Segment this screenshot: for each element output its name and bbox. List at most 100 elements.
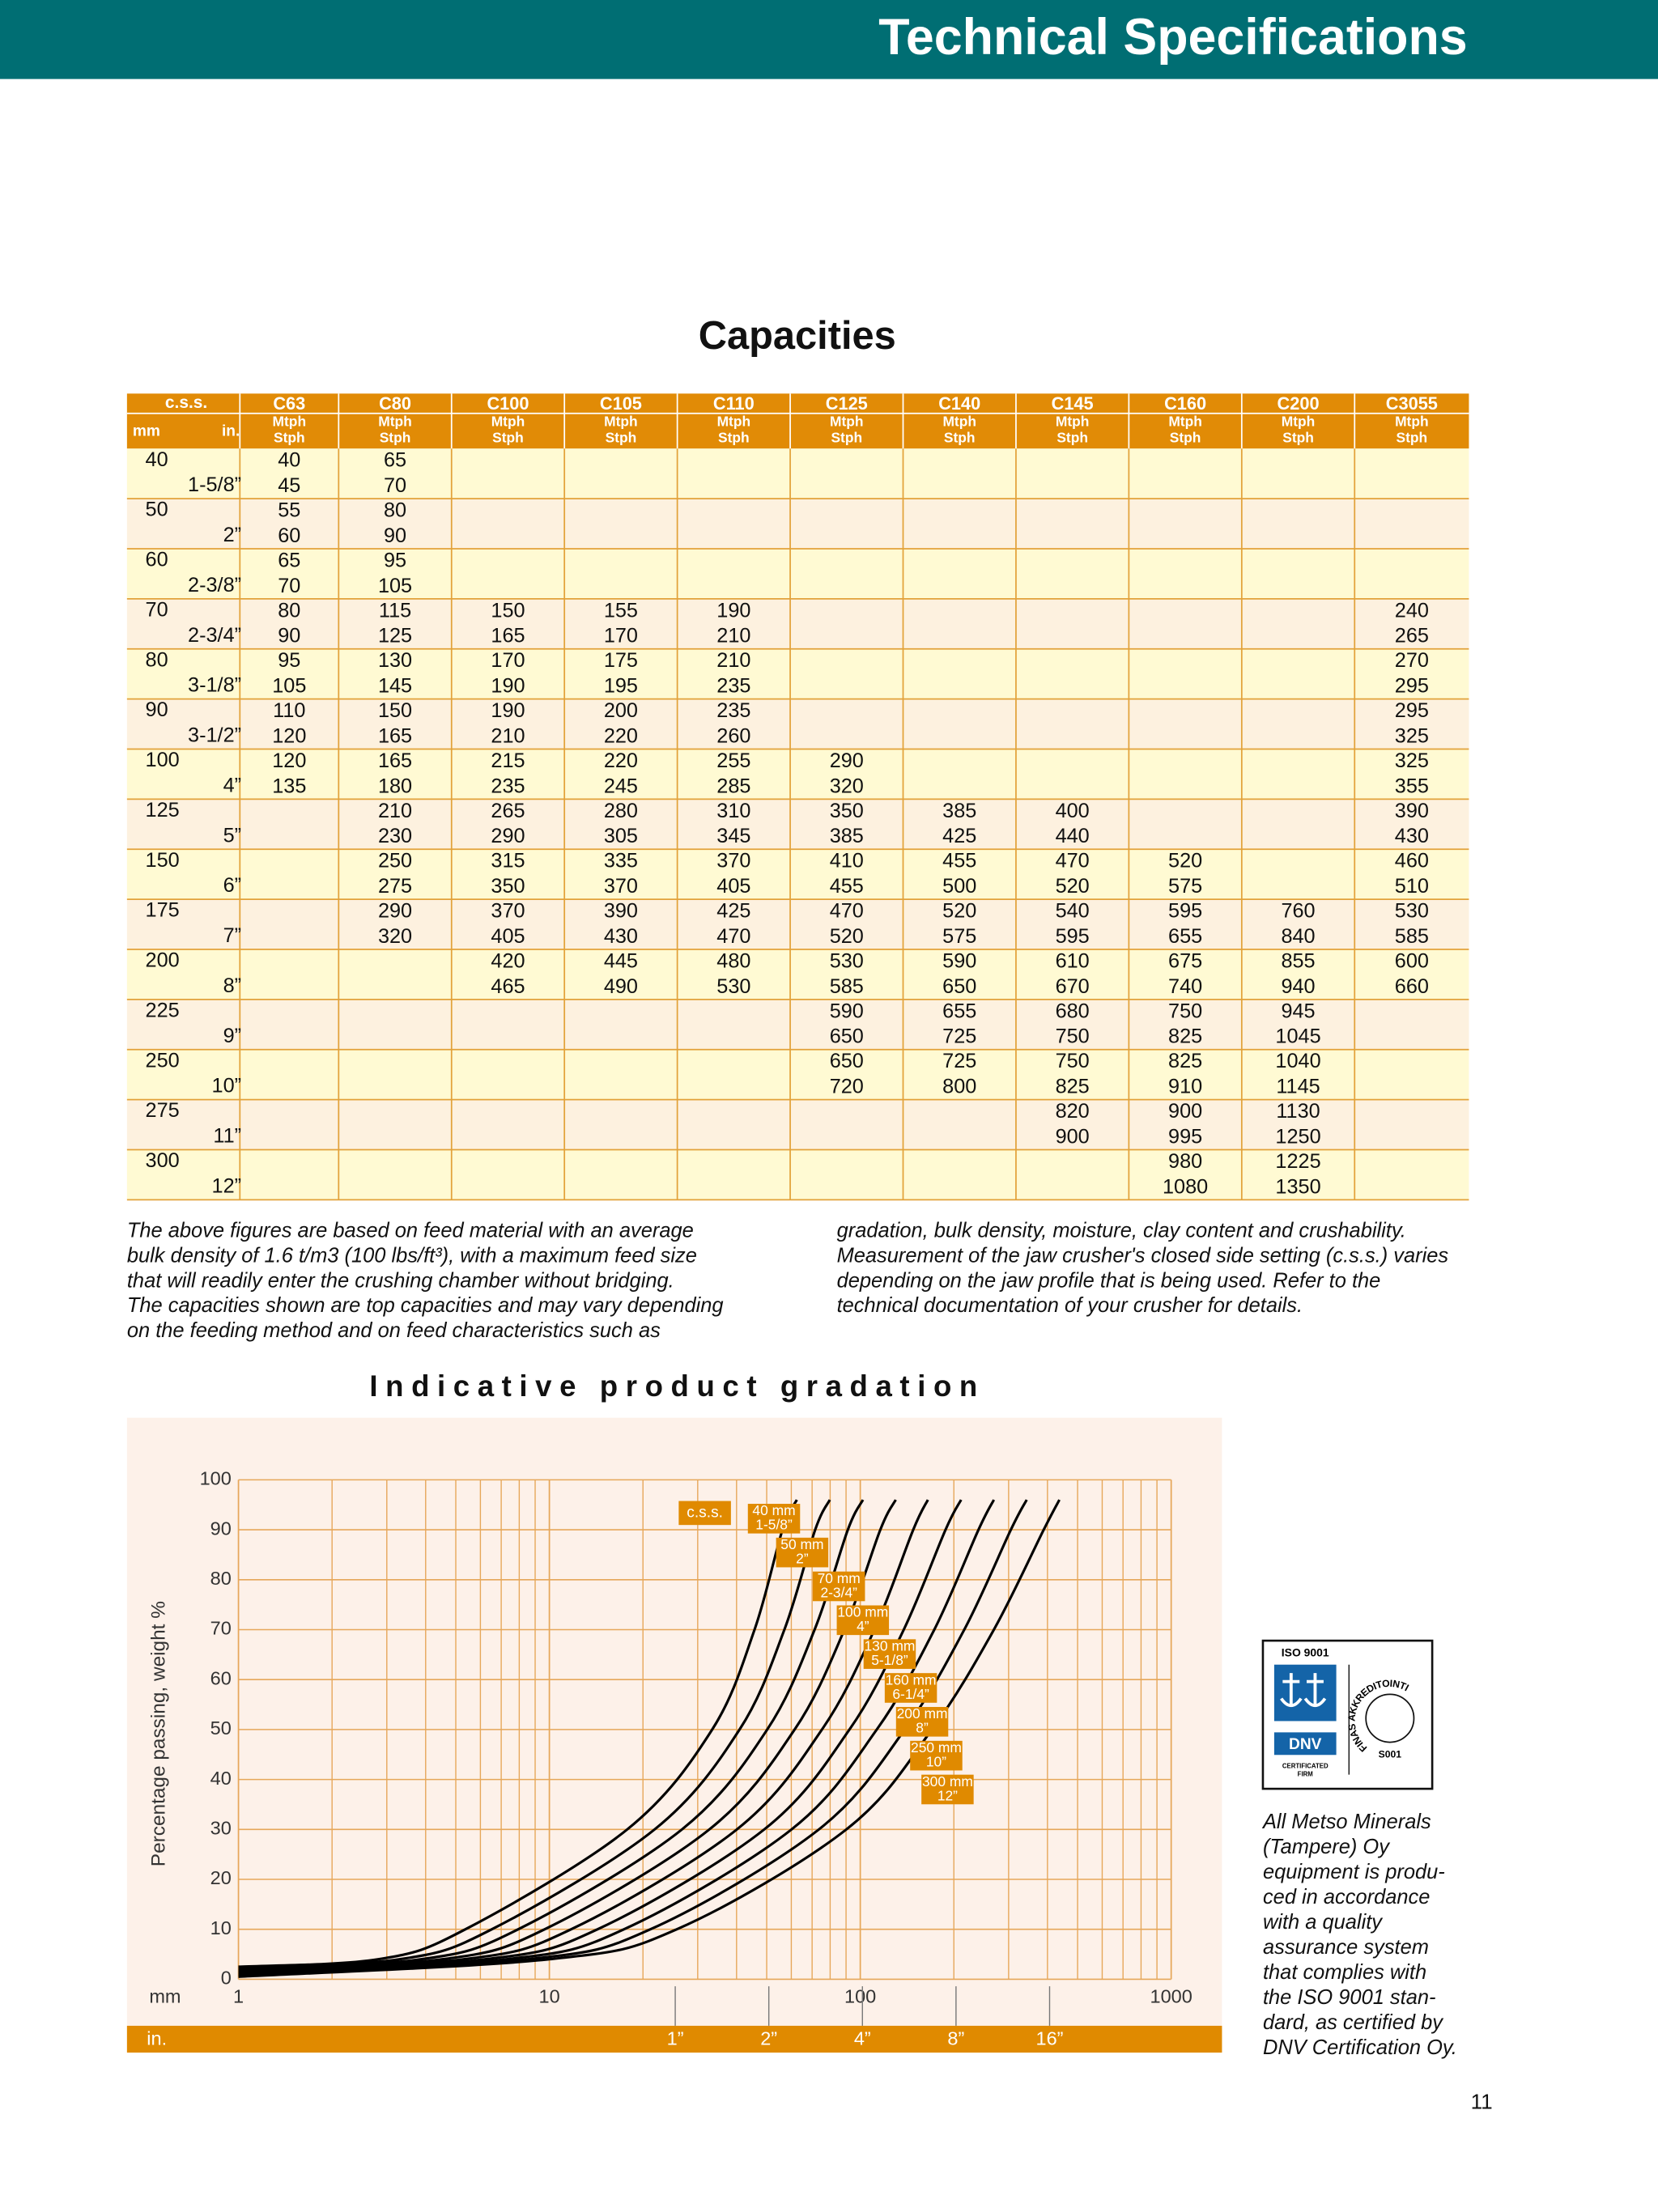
stph-value: 650: [830, 1025, 864, 1048]
stph-value: 70: [278, 575, 300, 597]
model-header: C110: [713, 393, 755, 414]
mtph-value: 530: [1395, 900, 1429, 923]
mtph-value: 390: [604, 900, 638, 923]
stph-value: 470: [716, 925, 750, 948]
stph-value: 295: [1395, 675, 1429, 698]
model-header: C3055: [1386, 393, 1438, 414]
stph-value: 90: [278, 625, 300, 647]
mtph-value: 595: [1168, 900, 1202, 923]
css-in: 10”: [212, 1075, 242, 1098]
mtph-value: 155: [604, 599, 638, 622]
inch-tick-label: 16”: [1035, 2028, 1063, 2049]
stph-value: 510: [1395, 875, 1429, 898]
mtph-value: 95: [278, 649, 300, 672]
stph-value: 430: [604, 925, 638, 948]
stph-value: 325: [1395, 724, 1429, 747]
unit-header: Stph: [492, 430, 524, 446]
mtph-value: 520: [942, 900, 976, 923]
series-sublabel: 6-1/4”: [892, 1686, 929, 1702]
mtph-value: 95: [384, 549, 406, 571]
stph-value: 355: [1395, 775, 1429, 797]
series-label: 300 mm: [922, 1773, 973, 1790]
mtph-value: 315: [491, 850, 525, 872]
mtph-value: 610: [1056, 949, 1090, 972]
mtph-value: 335: [604, 850, 638, 872]
mtph-value: 310: [716, 800, 750, 822]
table-row-bg: [126, 1049, 1469, 1100]
mtph-value: 855: [1281, 949, 1315, 972]
mtph-value: 820: [1056, 1100, 1090, 1123]
mtph-value: 825: [1168, 1050, 1202, 1072]
stph-value: 1045: [1275, 1025, 1320, 1048]
unit-header: Mtph: [1168, 414, 1202, 430]
mtph-value: 1225: [1275, 1150, 1320, 1173]
mtph-value: 220: [604, 749, 638, 772]
caption-line: (Tampere) Oy: [1263, 1836, 1390, 1858]
note-line: depending on the jaw profile that is bei…: [837, 1269, 1381, 1292]
stph-value: 60: [278, 524, 300, 547]
stph-value: 405: [491, 925, 525, 948]
note-line: that will readily enter the crushing cha…: [127, 1269, 674, 1292]
series-label: 70 mm: [818, 1570, 861, 1586]
table-row-bg: [126, 448, 1469, 499]
stph-value: 125: [378, 625, 412, 647]
page-number: 11: [1471, 2090, 1493, 2114]
table-row-bg: [126, 799, 1469, 850]
stph-value: 195: [604, 675, 638, 698]
css-in: 11”: [213, 1125, 241, 1148]
stph-value: 165: [378, 724, 412, 747]
model-header: C105: [600, 393, 642, 414]
css-in: 7”: [223, 924, 241, 947]
series-sublabel: 2-3/4”: [820, 1584, 857, 1600]
stph-value: 190: [491, 675, 525, 698]
mtph-value: 150: [491, 599, 525, 622]
gradation-curve: [238, 1499, 929, 1973]
y-tick-label: 30: [210, 1818, 232, 1839]
caption-line: ced in accordance: [1263, 1886, 1430, 1908]
note-line: The above figures are based on feed mate…: [127, 1220, 694, 1242]
mtph-value: 210: [378, 800, 412, 822]
stph-value: 1080: [1163, 1175, 1208, 1198]
in-header: in.: [222, 422, 240, 439]
mtph-value: 370: [716, 850, 750, 872]
note: The above figures are based on feed mate…: [127, 1220, 1449, 1342]
stph-value: 520: [1056, 875, 1090, 898]
stph-value: 670: [1056, 975, 1090, 998]
note-line: technical documentation of your crusher …: [837, 1294, 1303, 1317]
series-label: 50 mm: [780, 1536, 823, 1552]
mtph-value: 175: [604, 649, 638, 672]
css-mm: 225: [146, 999, 180, 1021]
caption-line: with a quality: [1263, 1911, 1383, 1934]
mtph-value: 480: [716, 949, 750, 972]
mtph-value: 760: [1281, 900, 1315, 923]
mtph-value: 420: [491, 949, 525, 972]
series-label-box: [863, 1639, 916, 1669]
table-row-bg: [126, 999, 1469, 1050]
stph-value: 385: [830, 825, 864, 847]
table-row-bg: [126, 949, 1469, 1000]
unit-header: Stph: [274, 430, 305, 446]
gradation-curve: [238, 1499, 798, 1968]
stph-value: 1350: [1275, 1175, 1320, 1198]
table-row-bg: [126, 899, 1469, 950]
mtph-value: 455: [942, 850, 976, 872]
css-mm: 175: [146, 899, 180, 922]
mtph-value: 265: [491, 800, 525, 822]
stph-value: 120: [272, 724, 306, 747]
unit-header: Mtph: [604, 414, 638, 430]
stph-value: 740: [1168, 975, 1202, 998]
mtph-value: 470: [1056, 850, 1090, 872]
mtph-value: 200: [604, 699, 638, 722]
css-mm: 40: [146, 448, 168, 471]
iso-label: ISO 9001: [1282, 1645, 1329, 1658]
model-header: C200: [1278, 393, 1320, 414]
series-label-box: [910, 1740, 963, 1771]
css-box: [678, 1501, 731, 1526]
table-row-bg: [126, 698, 1469, 749]
stph-value: 105: [272, 675, 306, 698]
y-tick-label: 90: [210, 1518, 232, 1539]
stph-value: 910: [1168, 1076, 1202, 1098]
in-unit: in.: [147, 2028, 167, 2049]
header-band: [0, 0, 1658, 79]
